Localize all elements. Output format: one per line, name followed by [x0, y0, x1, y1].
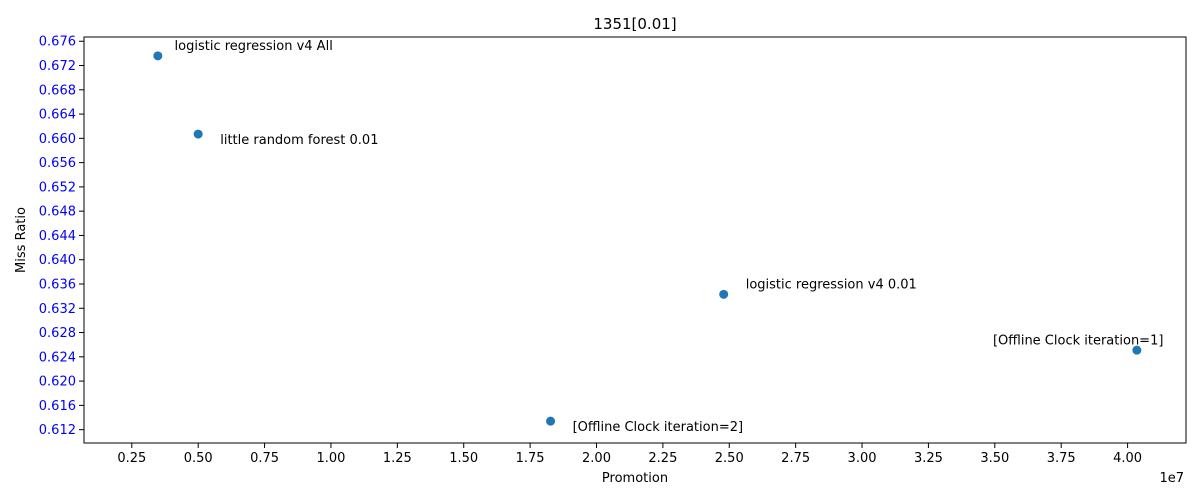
x-tick-label: 3.75 — [1047, 451, 1076, 466]
y-tick-label: 0.676 — [39, 35, 76, 50]
y-tick-label: 0.628 — [39, 326, 76, 341]
y-tick-label: 0.656 — [39, 156, 76, 171]
x-tick-label: 1.00 — [316, 451, 345, 466]
y-tick-label: 0.632 — [39, 302, 76, 317]
y-tick-label: 0.652 — [39, 180, 76, 195]
point-label: [Offline Clock iteration=1] — [993, 333, 1163, 348]
x-tick-label: 2.25 — [648, 451, 677, 466]
y-tick-label: 0.664 — [39, 108, 76, 123]
x-tick-label: 1.50 — [449, 451, 478, 466]
point-label: [Offline Clock iteration=2] — [573, 420, 743, 435]
x-tick-label: 4.00 — [1113, 451, 1142, 466]
x-tick-label: 0.50 — [184, 451, 213, 466]
data-point — [153, 51, 163, 61]
y-axis-label: Miss Ratio — [14, 207, 29, 273]
y-tick-label: 0.636 — [39, 277, 76, 292]
point-label: little random forest 0.01 — [220, 133, 378, 148]
x-tick-label: 1.75 — [516, 451, 545, 466]
y-tick-label: 0.620 — [39, 375, 76, 390]
data-points — [153, 51, 1142, 426]
point-annotations: logistic regression v4 All little random … — [175, 39, 1164, 435]
plot-area-frame — [83, 36, 1187, 444]
point-label: logistic regression v4 0.01 — [746, 277, 917, 292]
point-label: logistic regression v4 All — [175, 39, 333, 54]
y-tick-label: 0.660 — [39, 132, 76, 147]
x-tick-label: 0.75 — [250, 451, 279, 466]
x-tick-label: 3.00 — [848, 451, 877, 466]
y-tick-label: 0.648 — [39, 205, 76, 220]
data-point — [193, 129, 203, 139]
x-tick-label: 0.25 — [117, 451, 146, 466]
data-point — [1132, 345, 1142, 355]
x-tick-label: 2.50 — [715, 451, 744, 466]
data-point — [719, 289, 729, 299]
x-tick-label: 2.75 — [781, 451, 810, 466]
x-tick-label: 3.25 — [914, 451, 943, 466]
y-tick-label: 0.616 — [39, 399, 76, 414]
chart-title: 1351[0.01] — [593, 15, 676, 33]
x-axis-ticks: 0.25 0.50 0.75 1.00 1.25 1.50 1.75 2.00 2.25 2.50… — [117, 443, 1142, 466]
data-point — [546, 416, 556, 426]
x-axis-offset-label: 1e7 — [1159, 471, 1184, 486]
y-tick-label: 0.668 — [39, 83, 76, 98]
y-tick-label: 0.624 — [39, 350, 76, 365]
y-tick-label: 0.672 — [39, 59, 76, 74]
x-tick-label: 1.25 — [383, 451, 412, 466]
y-tick-label: 0.612 — [39, 423, 76, 438]
y-axis-ticks: 0.612 0.616 0.620 0.624 0.628 0.632 0.636 0.640… — [39, 35, 84, 438]
x-axis-label: Promotion — [602, 471, 668, 486]
y-tick-label: 0.640 — [39, 253, 76, 268]
y-tick-label: 0.644 — [39, 229, 76, 244]
x-tick-label: 3.50 — [980, 451, 1009, 466]
x-tick-label: 2.00 — [582, 451, 611, 466]
